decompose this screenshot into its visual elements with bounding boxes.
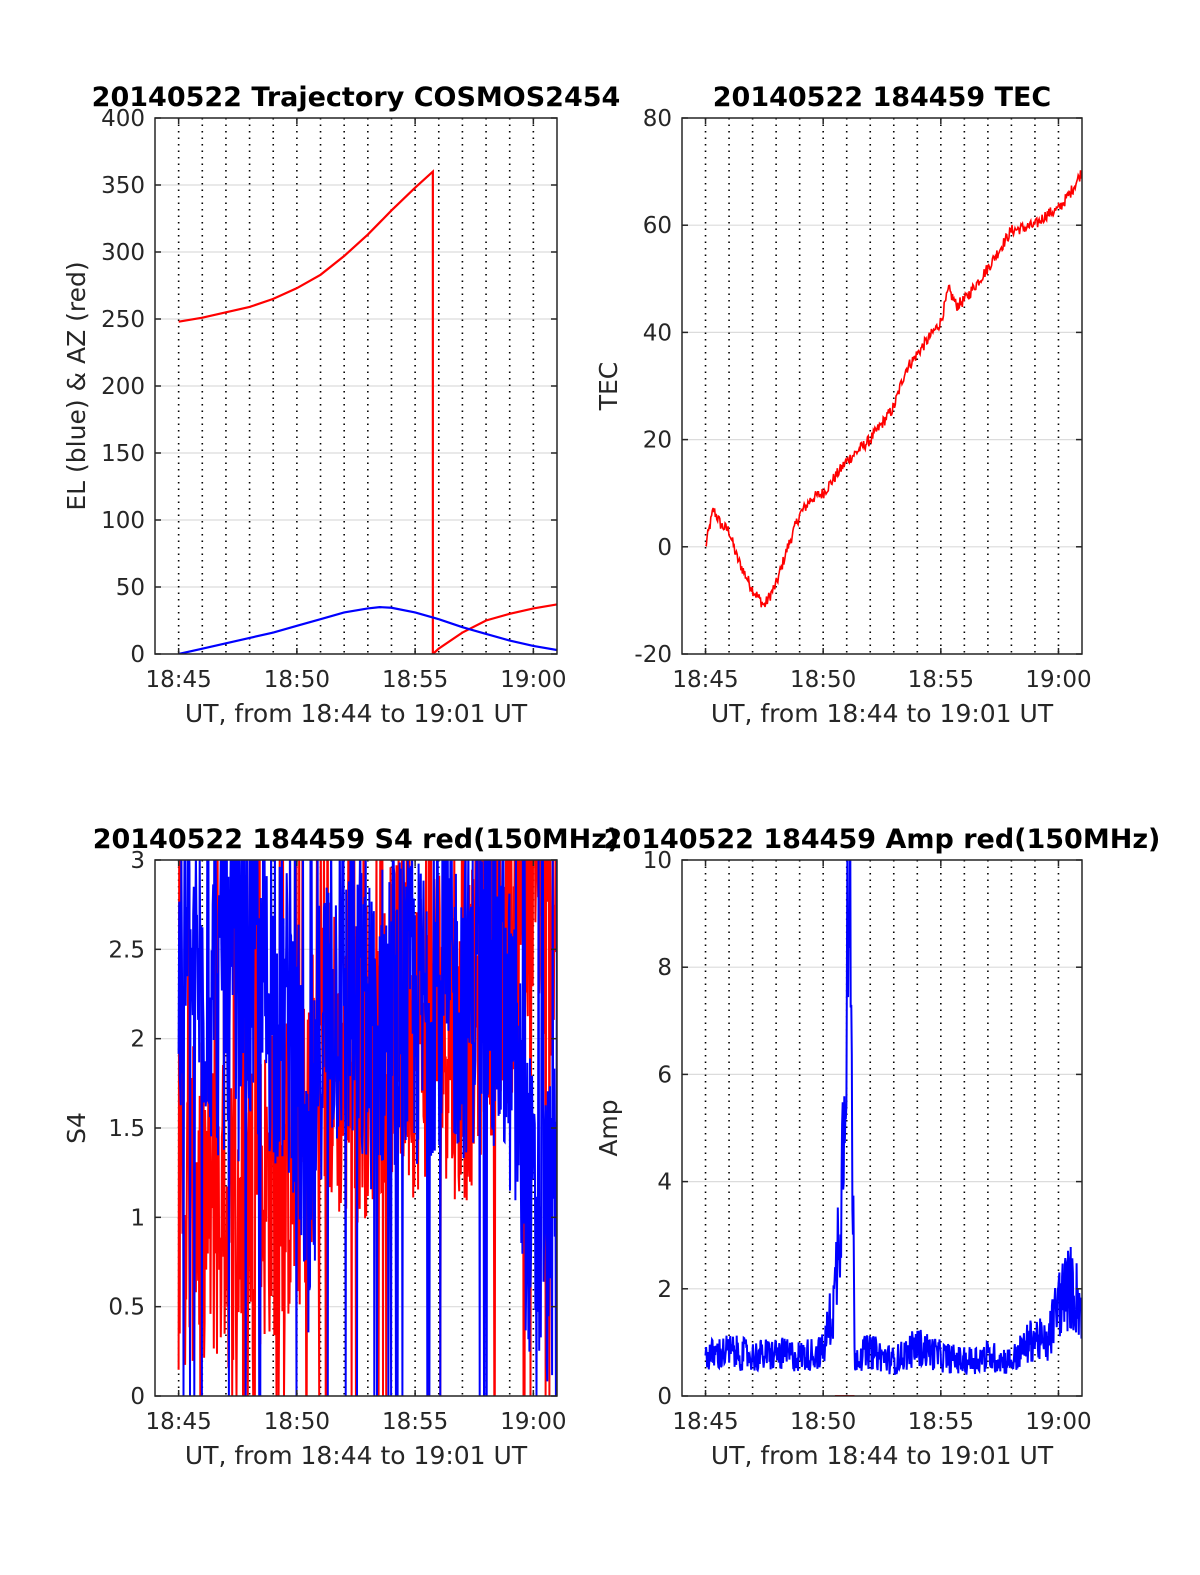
y-tick-label: 60 <box>643 213 672 239</box>
series-blue-line <box>704 860 1082 1375</box>
series-red-line <box>178 169 557 654</box>
plot-area <box>178 169 557 654</box>
chart-title: 20140522 184459 TEC <box>713 82 1052 113</box>
y-tick-label: 6 <box>657 1062 672 1088</box>
y-tick-label: 2 <box>130 1027 145 1053</box>
y-tick-label: 2.5 <box>108 937 145 963</box>
y-tick-label: 0 <box>657 1384 672 1410</box>
subplot-3: 0 0.5 1 1.5 2 2.5 3 18:45 18:50 18:55 19:00 2014052… <box>62 824 620 1470</box>
x-tick-label: 19:00 <box>500 1409 566 1435</box>
x-tick-label: 18:55 <box>382 1409 448 1435</box>
x-tick-label: 18:45 <box>672 667 738 693</box>
x-tick-label: 19:00 <box>500 667 566 693</box>
y-axis-label: TEC <box>594 362 623 412</box>
chart-title: 20140522 184459 S4 red(150MHz) <box>93 824 620 855</box>
axes-box <box>681 859 1083 1397</box>
axes-box <box>681 117 1083 655</box>
x-tick-label: 18:50 <box>790 667 856 693</box>
x-tick-label: 18:50 <box>264 1409 330 1435</box>
y-tick-label: 1 <box>130 1205 145 1231</box>
y-tick-label: 40 <box>643 320 672 346</box>
y-tick-label: 1.5 <box>108 1116 145 1142</box>
x-tick-label: 18:45 <box>145 667 211 693</box>
series-blue-line <box>177 860 557 1396</box>
subplot-2: -20 0 20 40 60 80 18:45 18:50 18:55 19:00 20140522… <box>594 82 1092 728</box>
y-tick-label: 8 <box>657 955 672 981</box>
subplot-1: 0 50 100 150 200 250 300 350 400 18:45 18:50 18:55 1… <box>62 82 620 728</box>
x-tick-label: 18:45 <box>145 1409 211 1435</box>
y-tick-label: -20 <box>634 642 672 668</box>
x-tick-label: 18:50 <box>790 1409 856 1435</box>
y-tick-label: 200 <box>101 374 145 400</box>
y-tick-label: 10 <box>643 848 672 874</box>
y-tick-label: 0 <box>130 1384 145 1410</box>
series-blue-line <box>178 605 557 654</box>
x-tick-label: 19:00 <box>1025 1409 1091 1435</box>
y-tick-label: 20 <box>643 428 672 454</box>
y-tick-label: 4 <box>657 1170 672 1196</box>
plot-area <box>705 170 1082 608</box>
series-red-line <box>705 170 1082 608</box>
y-axis-label: EL (blue) & AZ (red) <box>62 261 91 510</box>
x-tick-label: 18:55 <box>382 667 448 693</box>
chart-title: 20140522 Trajectory COSMOS2454 <box>92 82 621 113</box>
y-axis-label: Amp <box>594 1099 623 1156</box>
y-tick-label: 2 <box>657 1277 672 1303</box>
y-tick-label: 100 <box>101 508 145 534</box>
x-tick-label: 18:55 <box>908 1409 974 1435</box>
y-tick-label: 3 <box>130 848 145 874</box>
y-axis-label: S4 <box>62 1112 91 1144</box>
x-tick-label: 19:00 <box>1025 667 1091 693</box>
y-tick-label: 350 <box>101 173 145 199</box>
x-tick-label: 18:55 <box>908 667 974 693</box>
y-tick-label: 0.5 <box>108 1295 145 1321</box>
x-tick-label: 18:45 <box>672 1409 738 1435</box>
y-tick-label: 400 <box>101 106 145 132</box>
y-tick-label: 50 <box>116 575 145 601</box>
chart-title: 20140522 184459 Amp red(150MHz) <box>604 824 1161 855</box>
x-axis-label: UT, from 18:44 to 19:01 UT <box>185 699 528 728</box>
plot-area <box>704 860 1082 1396</box>
x-tick-label: 18:50 <box>264 667 330 693</box>
y-tick-label: 150 <box>101 441 145 467</box>
series-red-line <box>177 860 557 1396</box>
y-tick-label: 300 <box>101 240 145 266</box>
x-axis-label: UT, from 18:44 to 19:01 UT <box>185 1441 528 1470</box>
subplot-4: 0 2 4 6 8 10 18:45 18:50 18:55 19:00 20140522 1844… <box>594 824 1161 1470</box>
y-tick-label: 250 <box>101 307 145 333</box>
plot-area <box>177 860 557 1396</box>
y-tick-label: 0 <box>657 535 672 561</box>
y-tick-label: 80 <box>643 106 672 132</box>
y-tick-label: 0 <box>130 642 145 668</box>
x-axis-label: UT, from 18:44 to 19:01 UT <box>711 1441 1054 1470</box>
x-axis-label: UT, from 18:44 to 19:01 UT <box>711 699 1054 728</box>
